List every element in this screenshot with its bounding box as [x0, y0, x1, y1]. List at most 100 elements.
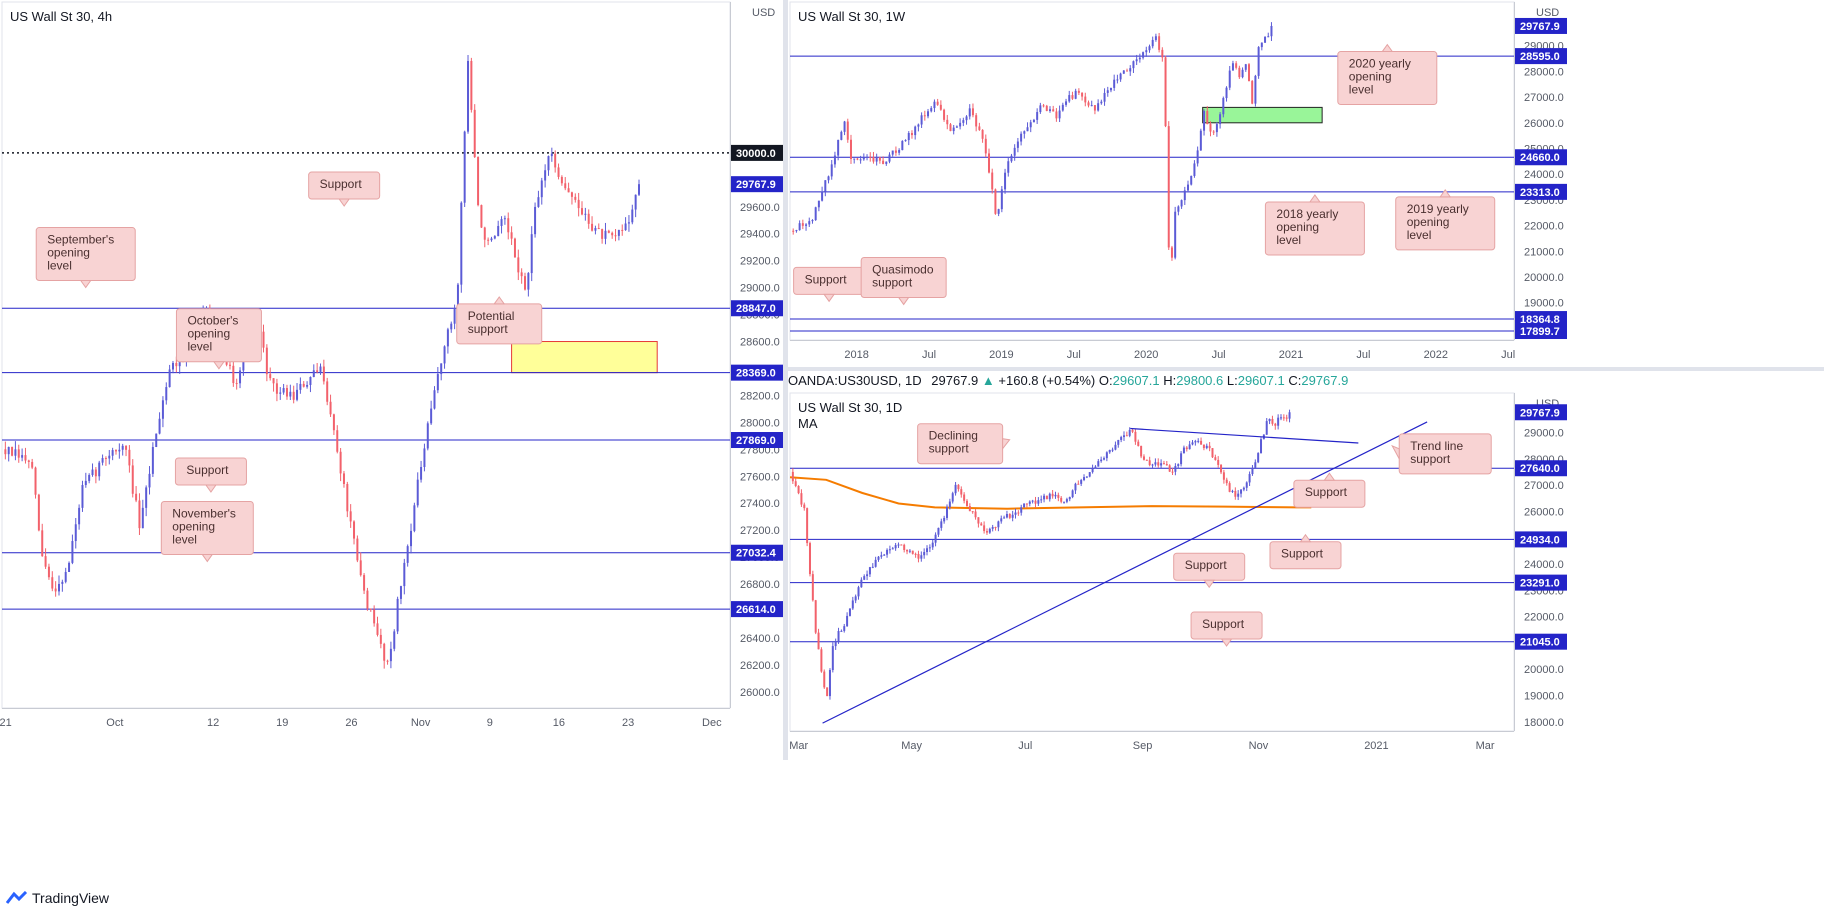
d1-candle — [1057, 492, 1060, 502]
h4-candle — [292, 385, 295, 404]
w1-candle-body — [811, 220, 814, 222]
d1-candle — [1065, 497, 1068, 504]
d1-candle-body — [791, 471, 794, 482]
horizontal-divider[interactable] — [788, 367, 1824, 371]
h4-callout-tail-2 — [212, 361, 225, 370]
h4-candle — [27, 459, 30, 469]
h4-callout-tail-4 — [204, 484, 217, 493]
h4-candle-body — [339, 451, 342, 474]
w1-candle-body — [1097, 103, 1100, 111]
h4-candle-body — [359, 560, 362, 576]
d1-candle — [1037, 497, 1040, 506]
w1-candle-body — [827, 176, 830, 181]
h4-candle — [373, 605, 376, 627]
h4-candle — [473, 104, 476, 158]
w1-callout-3: Support — [793, 266, 866, 303]
w1-candle — [1151, 36, 1154, 49]
w1-candle-body — [910, 133, 913, 136]
w1-candle — [801, 219, 804, 230]
d1-candle-body — [948, 501, 951, 507]
h4-candle-body — [426, 423, 429, 449]
d1-plot-area — [789, 392, 1515, 732]
h4-candle — [118, 443, 121, 459]
w1-candle-body — [891, 150, 894, 155]
d1-candle-body — [1251, 467, 1254, 475]
h4-candle — [356, 535, 359, 563]
h4-candle — [47, 563, 50, 580]
d1-candle — [883, 553, 886, 556]
h4-candle — [316, 362, 319, 374]
h4-callout-text-2-0: October's — [187, 314, 238, 328]
d1-candle-body — [1014, 512, 1017, 515]
h4-candle-body — [265, 347, 268, 375]
vertical-divider[interactable] — [783, 0, 788, 760]
w1-candle — [975, 113, 978, 132]
w1-candle-body — [901, 140, 904, 151]
w1-candle-body — [862, 157, 865, 160]
h4-candle — [272, 378, 275, 392]
d1-candle — [903, 543, 906, 553]
d1-candle-body — [1174, 466, 1177, 472]
w1-candle-body — [1164, 57, 1167, 127]
d1-candle-body — [811, 574, 814, 601]
h4-candle — [21, 448, 24, 462]
h4-candle — [406, 544, 409, 567]
h4-candle — [121, 443, 124, 456]
d1-candle-body — [1240, 489, 1243, 494]
d1-candle — [820, 647, 823, 673]
d1-candle-body — [831, 646, 834, 671]
h4-chart-panel[interactable]: USD26000.026200.026400.026600.026800.027… — [0, 0, 783, 731]
w1-candle-body — [943, 109, 946, 120]
d1-candle — [1148, 456, 1151, 467]
w1-candle — [936, 98, 939, 106]
h4-candle — [587, 209, 590, 229]
d1-ma-label: MA — [798, 416, 818, 431]
d1-candle-body — [1017, 512, 1020, 514]
d1-x-tick-label-3: Sep — [1133, 740, 1153, 752]
h4-candle-body — [161, 400, 164, 419]
d1-candle-body — [1225, 479, 1228, 484]
h4-candle-body — [587, 213, 590, 224]
w1-candle — [882, 156, 885, 165]
w1-candle-body — [1010, 155, 1013, 162]
w1-candle-body — [984, 138, 987, 154]
w1-candle — [856, 157, 859, 161]
w1-y-tick-label-3: 21000.0 — [1524, 246, 1564, 258]
d1-candle — [914, 552, 917, 558]
d1-candle-body — [1200, 440, 1203, 445]
d1-candle-body — [894, 545, 897, 549]
h4-chart[interactable]: USD26000.026200.026400.026600.026800.027… — [0, 0, 783, 731]
w1-candle — [1170, 245, 1173, 261]
w1-candle — [821, 186, 824, 202]
h4-level-badge-label-0: 28847.0 — [736, 303, 776, 315]
h4-candle — [148, 466, 151, 495]
w1-chart-panel[interactable]: USD18000.019000.020000.021000.022000.023… — [788, 0, 1824, 367]
d1-candle-body — [980, 523, 983, 526]
w1-candle-body — [1212, 131, 1215, 133]
h4-candle-body — [534, 206, 537, 235]
h4-candle-body — [410, 530, 413, 547]
h4-y-tick-label-11: 28200.0 — [740, 390, 780, 402]
d1-chart[interactable]: USD18000.019000.020000.021000.022000.023… — [788, 391, 1824, 758]
d1-candle — [1205, 443, 1208, 450]
h4-candle — [168, 364, 171, 388]
d1-candle-body — [920, 555, 923, 559]
h4-candle — [467, 55, 470, 134]
d1-level-badge-2 — [1515, 574, 1567, 591]
w1-candle — [923, 110, 926, 121]
w1-candle — [988, 148, 991, 174]
w1-chart[interactable]: USD18000.019000.020000.021000.022000.023… — [788, 0, 1824, 367]
w1-candle — [888, 152, 891, 164]
d1-candle — [1228, 481, 1231, 493]
h4-candle — [61, 579, 64, 592]
d1-candle — [1177, 463, 1180, 469]
w1-candle-body — [1225, 87, 1228, 99]
d1-chart-panel[interactable]: USD18000.019000.020000.021000.022000.023… — [788, 391, 1824, 758]
w1-candle-body — [792, 230, 795, 232]
d1-candle — [1260, 437, 1263, 454]
w1-callout-text-0-1: opening — [1349, 70, 1392, 84]
h4-y-tick-label-13: 28600.0 — [740, 337, 780, 349]
h4-candle-body — [627, 222, 630, 224]
d1-candle — [968, 503, 971, 512]
d1-candle-body — [800, 493, 803, 505]
